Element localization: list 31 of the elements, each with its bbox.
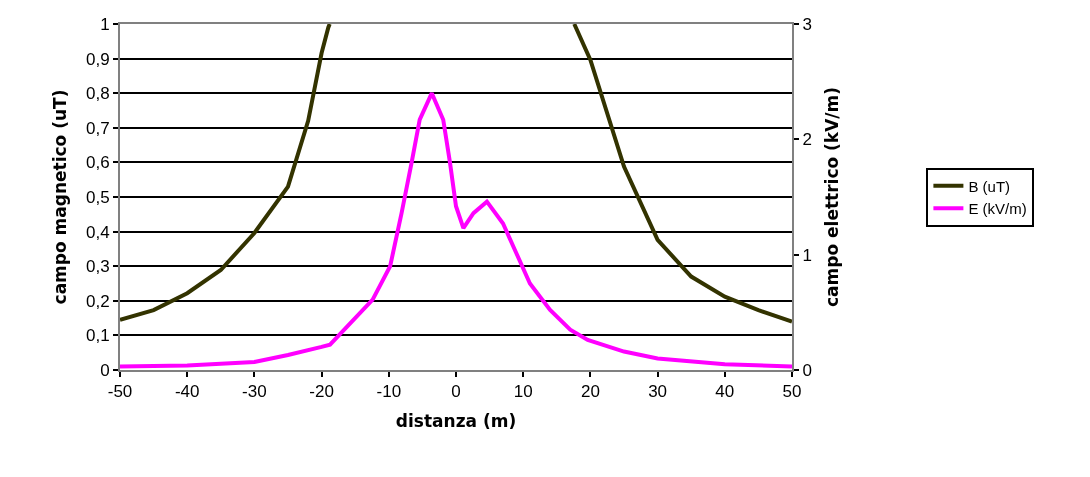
y-tick-label: 0,4 bbox=[85, 222, 110, 242]
y-tick-label: 0,8 bbox=[85, 84, 110, 104]
x-tick-label: -50 bbox=[107, 382, 133, 402]
y-tick-label: 0,9 bbox=[85, 49, 110, 69]
y-tick-label: 0,2 bbox=[85, 291, 110, 311]
y2-tick-label: 0 bbox=[802, 360, 812, 380]
y-tick-label: 0,1 bbox=[85, 326, 110, 346]
y2-tick-label: 1 bbox=[802, 245, 812, 265]
legend-label: B (uT) bbox=[968, 177, 1011, 195]
x-tick-label: 0 bbox=[451, 382, 461, 402]
y-tick-label: 0,6 bbox=[85, 153, 110, 173]
y-tick-label: 0,3 bbox=[85, 257, 110, 277]
y-tick-label: 0,5 bbox=[85, 187, 110, 207]
y-tick-label: 1 bbox=[100, 14, 110, 34]
y2-tick-label: 2 bbox=[802, 130, 812, 150]
y2-axis-title: campo elettrico (kV/m) bbox=[821, 87, 842, 307]
x-tick-label: 50 bbox=[782, 382, 802, 402]
y2-tick-label: 3 bbox=[802, 14, 812, 34]
x-tick-label: -30 bbox=[242, 382, 267, 402]
y-tick-label: 0,7 bbox=[85, 118, 110, 138]
x-axis-title: distanza (m) bbox=[395, 411, 517, 432]
x-tick-label: -40 bbox=[174, 382, 200, 402]
x-tick-label: 30 bbox=[648, 382, 668, 402]
y-tick-label: 0 bbox=[100, 360, 110, 380]
x-tick-label: -10 bbox=[376, 382, 402, 402]
x-tick-label: 10 bbox=[513, 382, 533, 402]
x-tick-label: 40 bbox=[715, 382, 735, 402]
y-axis-title: campo magnetico (uT) bbox=[50, 89, 71, 305]
x-tick-label: -20 bbox=[309, 382, 334, 402]
x-tick-label: 20 bbox=[580, 382, 600, 402]
legend-label: E (kV/m) bbox=[968, 200, 1027, 218]
